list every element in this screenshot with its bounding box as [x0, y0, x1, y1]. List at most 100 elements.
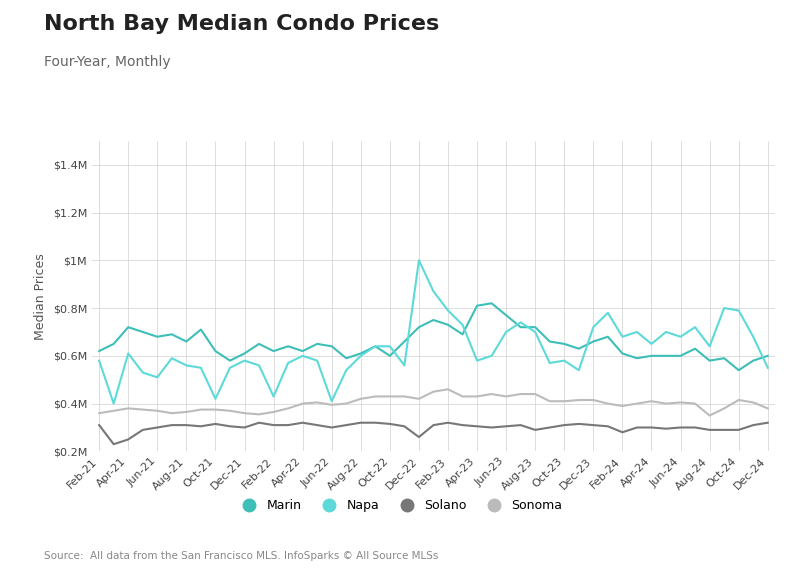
- Solano: [298, 419, 308, 426]
- Solano: [545, 424, 555, 431]
- Sonoma: [545, 398, 555, 405]
- Sonoma: [109, 407, 118, 414]
- Napa: [589, 324, 598, 331]
- Solano: [734, 427, 744, 434]
- Solano: [153, 424, 162, 431]
- Napa: [646, 340, 656, 347]
- Napa: [603, 309, 613, 316]
- Sonoma: [428, 388, 438, 395]
- Solano: [646, 424, 656, 431]
- Napa: [371, 343, 380, 350]
- Solano: [400, 423, 409, 430]
- Napa: [501, 328, 511, 335]
- Marin: [428, 317, 438, 324]
- Sonoma: [400, 393, 409, 400]
- Napa: [516, 319, 526, 326]
- Marin: [341, 355, 351, 362]
- Marin: [646, 352, 656, 359]
- Napa: [574, 367, 583, 374]
- Y-axis label: Median Prices: Median Prices: [34, 253, 47, 339]
- Napa: [153, 374, 162, 381]
- Sonoma: [385, 393, 395, 400]
- Sonoma: [574, 397, 583, 404]
- Marin: [458, 331, 467, 338]
- Marin: [94, 348, 104, 355]
- Napa: [618, 334, 627, 340]
- Solano: [414, 434, 423, 440]
- Line: Marin: Marin: [99, 303, 768, 370]
- Napa: [181, 362, 191, 369]
- Napa: [690, 324, 700, 331]
- Napa: [284, 359, 293, 366]
- Napa: [94, 357, 104, 364]
- Marin: [211, 348, 221, 355]
- Solano: [763, 419, 773, 426]
- Solano: [284, 421, 293, 428]
- Napa: [531, 328, 540, 335]
- Solano: [749, 421, 758, 428]
- Sonoma: [211, 406, 221, 413]
- Solano: [632, 424, 642, 431]
- Marin: [196, 326, 205, 333]
- Napa: [225, 365, 235, 371]
- Solano: [531, 427, 540, 434]
- Sonoma: [254, 411, 264, 418]
- Sonoma: [327, 401, 336, 408]
- Sonoma: [371, 393, 380, 400]
- Solano: [109, 441, 118, 448]
- Marin: [327, 343, 336, 350]
- Sonoma: [240, 410, 249, 417]
- Marin: [618, 350, 627, 357]
- Marin: [749, 357, 758, 364]
- Sonoma: [531, 390, 540, 397]
- Solano: [268, 421, 278, 428]
- Napa: [167, 355, 177, 362]
- Napa: [254, 362, 264, 369]
- Napa: [763, 365, 773, 371]
- Napa: [749, 334, 758, 340]
- Marin: [719, 355, 729, 362]
- Sonoma: [646, 398, 656, 405]
- Marin: [516, 324, 526, 331]
- Text: Source:  All data from the San Francisco MLS. InfoSparks © All Source MLSs: Source: All data from the San Francisco …: [44, 551, 439, 561]
- Sonoma: [284, 405, 293, 412]
- Napa: [487, 352, 496, 359]
- Line: Solano: Solano: [99, 423, 768, 444]
- Sonoma: [312, 399, 322, 406]
- Sonoma: [662, 400, 671, 407]
- Marin: [385, 352, 395, 359]
- Solano: [662, 426, 671, 432]
- Sonoma: [196, 406, 205, 413]
- Napa: [327, 398, 336, 405]
- Napa: [385, 343, 395, 350]
- Napa: [211, 396, 221, 402]
- Napa: [312, 357, 322, 364]
- Solano: [428, 421, 438, 428]
- Sonoma: [181, 408, 191, 415]
- Napa: [196, 365, 205, 371]
- Solano: [574, 420, 583, 427]
- Marin: [153, 334, 162, 340]
- Napa: [719, 305, 729, 312]
- Solano: [690, 424, 700, 431]
- Solano: [589, 421, 598, 428]
- Sonoma: [341, 400, 351, 407]
- Napa: [443, 307, 453, 314]
- Sonoma: [734, 397, 744, 404]
- Napa: [400, 362, 409, 369]
- Napa: [734, 307, 744, 314]
- Marin: [763, 352, 773, 359]
- Solano: [312, 421, 322, 428]
- Marin: [690, 345, 700, 352]
- Solano: [676, 424, 686, 431]
- Line: Sonoma: Sonoma: [99, 389, 768, 416]
- Sonoma: [138, 406, 148, 413]
- Solano: [167, 421, 177, 428]
- Marin: [138, 328, 148, 335]
- Solano: [501, 423, 511, 430]
- Solano: [254, 419, 264, 426]
- Sonoma: [487, 390, 496, 397]
- Marin: [414, 324, 423, 331]
- Sonoma: [472, 393, 482, 400]
- Solano: [472, 423, 482, 430]
